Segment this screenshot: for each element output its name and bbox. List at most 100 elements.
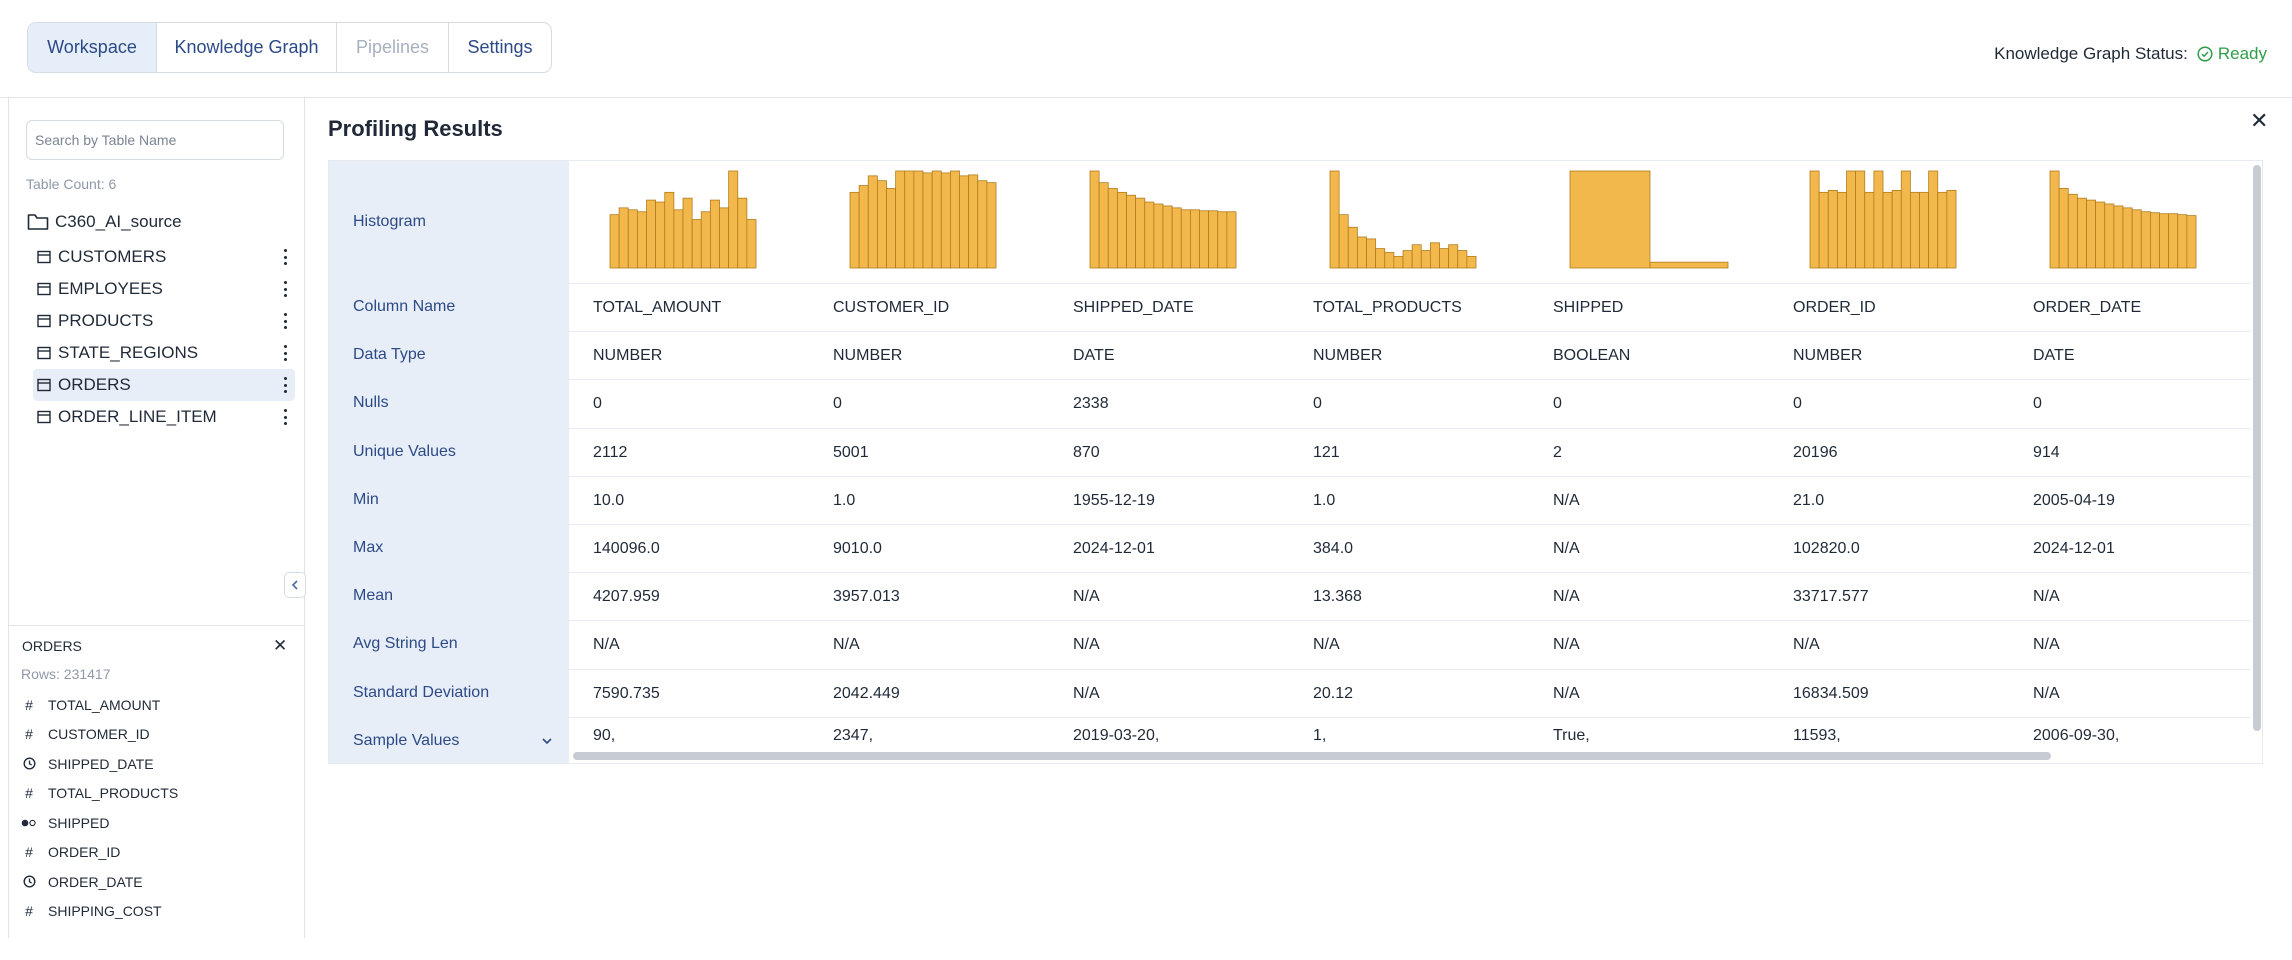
histogram-bar — [646, 199, 657, 269]
cell-data-type: NUMBER — [833, 347, 903, 365]
histogram-bar — [1107, 188, 1118, 269]
kebab-menu-icon[interactable] — [283, 313, 287, 329]
table-item-products[interactable]: PRODUCTS — [33, 305, 295, 337]
histogram-bar — [895, 170, 906, 269]
field-item[interactable]: SHIPPED_DATE — [20, 749, 178, 779]
kebab-menu-icon[interactable] — [283, 409, 287, 425]
histogram-bar — [2122, 207, 2133, 269]
histogram-bar — [2104, 203, 2115, 269]
hash-icon: # — [25, 844, 33, 861]
table-item-state-regions[interactable]: STATE_REGIONS — [33, 337, 295, 369]
table-item-orders[interactable]: ORDERS — [33, 369, 295, 401]
cell-data-type: BOOLEAN — [1553, 347, 1631, 365]
histogram-bar — [1171, 207, 1182, 269]
tab-knowledge-graph[interactable]: Knowledge Graph — [157, 23, 337, 72]
histogram-bar — [1366, 238, 1377, 269]
tab-workspace[interactable]: Workspace — [28, 23, 157, 72]
field-name: ORDER_DATE — [48, 873, 143, 890]
table-item-label: ORDERS — [58, 375, 131, 394]
histogram-bar — [1162, 205, 1173, 269]
clock-icon — [20, 875, 38, 888]
cell-min: 1.0 — [833, 491, 856, 509]
histogram-bar — [1946, 189, 1957, 269]
histogram-bar — [1189, 209, 1200, 269]
kebab-menu-icon[interactable] — [283, 249, 287, 265]
cell-unique-values: 121 — [1313, 443, 1340, 461]
histogram-bar — [931, 170, 942, 269]
field-item[interactable]: ORDER_DATE — [20, 867, 178, 897]
close-panel-icon[interactable]: ✕ — [2250, 108, 2269, 133]
histogram-bar — [1116, 191, 1127, 269]
histogram-bar — [1873, 170, 1884, 269]
cell-nulls: 2338 — [1073, 395, 1109, 413]
cell-mean: 4207.959 — [593, 588, 660, 606]
close-detail-icon[interactable]: ✕ — [273, 636, 288, 655]
cell-avg-string-len: N/A — [1313, 636, 1340, 654]
horizontal-scrollbar[interactable] — [573, 752, 2051, 760]
row-label-column-name: Column Name — [353, 298, 456, 316]
histogram-bar — [949, 170, 960, 269]
row-separator — [569, 379, 2251, 381]
chevron-down-icon[interactable] — [540, 734, 554, 748]
histogram-bar — [1855, 170, 1866, 269]
histogram-bar — [636, 211, 647, 269]
cell-max: 2024-12-01 — [1073, 540, 1155, 557]
kebab-menu-icon[interactable] — [283, 345, 287, 361]
histogram-bar — [904, 170, 915, 269]
vertical-scrollbar[interactable] — [2253, 165, 2261, 731]
table-item-employees[interactable]: EMPLOYEES — [33, 273, 295, 305]
field-item[interactable]: SHIPPED — [20, 808, 178, 838]
cell-avg-string-len: N/A — [1073, 636, 1100, 654]
histogram-bar — [2095, 201, 2106, 269]
cell-min: 10.0 — [593, 491, 625, 509]
cell-standard-deviation: N/A — [1553, 684, 1580, 702]
table-search-input[interactable] — [26, 120, 284, 160]
histogram-bar — [1836, 191, 1847, 269]
histogram-bar — [709, 199, 720, 269]
folder-icon — [27, 213, 49, 231]
cell-standard-deviation: N/A — [1073, 684, 1100, 702]
chevron-left-icon — [291, 580, 298, 590]
histogram-bar — [1900, 170, 1911, 269]
row-separator — [569, 331, 2251, 333]
row-separator — [569, 716, 2251, 718]
histogram-bar — [2058, 188, 2069, 269]
table-item-customers[interactable]: CUSTOMERS — [33, 241, 295, 273]
row-label-histogram: Histogram — [353, 213, 426, 230]
field-item[interactable]: # ORDER_ID — [20, 838, 178, 868]
cell-data-type: DATE — [1073, 347, 1115, 365]
row-label-sample-values: Sample Values — [353, 731, 460, 749]
histogram-bar — [2140, 211, 2151, 269]
histogram-bar — [977, 180, 988, 269]
histogram-bar — [728, 170, 739, 269]
histogram-bar — [849, 191, 860, 269]
collapse-sidebar-button[interactable] — [284, 572, 306, 598]
histogram-row — [609, 170, 2197, 269]
cell-mean: N/A — [1073, 588, 1100, 606]
histogram-bar — [1089, 170, 1100, 269]
histogram-bar — [1384, 252, 1395, 269]
field-item[interactable]: # CUSTOMER_ID — [20, 720, 178, 750]
cell-min: N/A — [1553, 491, 1580, 509]
histogram-bar — [2177, 214, 2188, 269]
tab-pipelines: Pipelines — [337, 23, 449, 72]
kebab-menu-icon[interactable] — [283, 377, 287, 393]
row-label-avg-string-len: Avg String Len — [353, 635, 458, 653]
field-item[interactable]: # TOTAL_AMOUNT — [20, 690, 178, 720]
histogram-bar — [1347, 226, 1358, 269]
histogram-bar — [1928, 170, 1939, 269]
histogram-customer-id — [849, 170, 997, 269]
table-item-order-line-item[interactable]: ORDER_LINE_ITEM — [33, 401, 295, 433]
tab-settings[interactable]: Settings — [467, 37, 533, 57]
tree-root-source[interactable]: C360_AI_source — [27, 212, 182, 232]
clock-icon — [20, 757, 38, 770]
kebab-menu-icon[interactable] — [283, 281, 287, 297]
histogram-bar — [1144, 201, 1155, 269]
histogram-bar — [1226, 211, 1237, 269]
cell-standard-deviation: 2042.449 — [833, 684, 900, 702]
field-item[interactable]: # SHIPPING_COST — [20, 897, 178, 927]
histogram-bar — [1882, 191, 1893, 269]
field-item[interactable]: # TOTAL_PRODUCTS — [20, 779, 178, 809]
sidebar-divider — [304, 98, 305, 938]
histogram-bar — [959, 175, 970, 269]
